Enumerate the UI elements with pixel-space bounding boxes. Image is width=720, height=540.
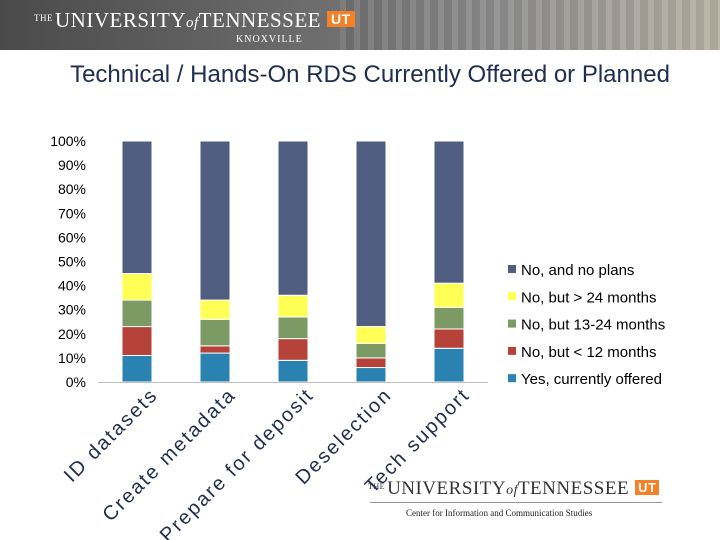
y-tick-label: 50% (58, 254, 86, 270)
bar-segment (199, 352, 231, 383)
bar-segment (433, 140, 465, 284)
legend-swatch (508, 346, 516, 355)
x-tick-label: Create metadata (98, 384, 240, 526)
x-tick-label: Prepare for deposit (156, 384, 319, 540)
y-tick-label: 90% (58, 157, 86, 173)
bar-segment (199, 299, 231, 320)
footer-tennessee: TENNESSEE (517, 478, 630, 499)
bar-segment (199, 318, 231, 347)
bar-segment (121, 273, 153, 301)
footer-subtitle: Center for Information and Communication… (406, 508, 593, 518)
bar-segment (355, 326, 387, 344)
bar-segment (355, 357, 387, 369)
bar-segment (199, 140, 231, 301)
banner-tennessee: TENNESSEE (198, 8, 321, 32)
banner-of: of (186, 15, 199, 31)
bar-segment (433, 347, 465, 383)
chart-title: Technical / Hands-On RDS Currently Offer… (70, 61, 670, 88)
bar-segment (277, 338, 309, 361)
y-tick-label: 80% (58, 181, 86, 197)
bar-segment (121, 354, 153, 383)
footer-wordmark: THE UNIVERSITYofTENNESSEE UT (368, 478, 660, 500)
y-tick-label: 60% (58, 229, 86, 245)
bar-segment (199, 345, 231, 354)
bar-segment (121, 326, 153, 356)
banner-the: THE (34, 13, 53, 23)
bar-segment (433, 328, 465, 349)
legend-label: Yes, currently offered (521, 371, 662, 388)
bar-segment (277, 359, 309, 383)
bar-segment (355, 367, 387, 383)
footer-ut-logo-icon: UT (635, 480, 660, 495)
legend-label: No, but 13-24 months (521, 317, 665, 334)
y-tick-label: 40% (58, 278, 86, 294)
y-tick-label: 10% (58, 350, 86, 366)
y-tick-label: 0% (66, 374, 86, 390)
banner-university: UNIVERSITY (55, 8, 186, 32)
y-tick-label: 70% (58, 205, 86, 221)
bar-segment (121, 299, 153, 328)
y-tick-label: 100% (50, 133, 86, 149)
y-tick-label: 30% (58, 302, 86, 318)
footer-university: UNIVERSITY (387, 478, 507, 499)
banner-wordmark: THEUNIVERSITYofTENNESSEE UT (34, 8, 355, 33)
ut-logo-icon: UT (327, 11, 355, 27)
legend-label: No, and no plans (521, 262, 634, 279)
bar-segment (355, 342, 387, 359)
legend-swatch (508, 265, 516, 273)
footer-of: of (506, 483, 518, 498)
bar-segment (355, 140, 387, 328)
legend-label: No, but < 12 months (521, 344, 657, 361)
bar-segment (121, 140, 153, 275)
legend-swatch (508, 292, 516, 301)
bar-segment (277, 294, 309, 318)
y-tick-label: 20% (58, 326, 86, 342)
university-banner: THEUNIVERSITYofTENNESSEE UT KNOXVILLE (0, 0, 720, 50)
bar-segment (277, 316, 309, 340)
legend-label: No, but > 24 months (521, 289, 657, 306)
bar-segment (433, 282, 465, 308)
legend-swatch (508, 319, 516, 328)
footer-the: THE (368, 482, 386, 491)
banner-photo (340, 0, 720, 50)
bar-segment (433, 306, 465, 330)
bar-segment (277, 140, 309, 296)
legend-swatch (508, 374, 516, 383)
footer-divider (370, 502, 662, 503)
banner-campus: KNOXVILLE (236, 34, 303, 45)
